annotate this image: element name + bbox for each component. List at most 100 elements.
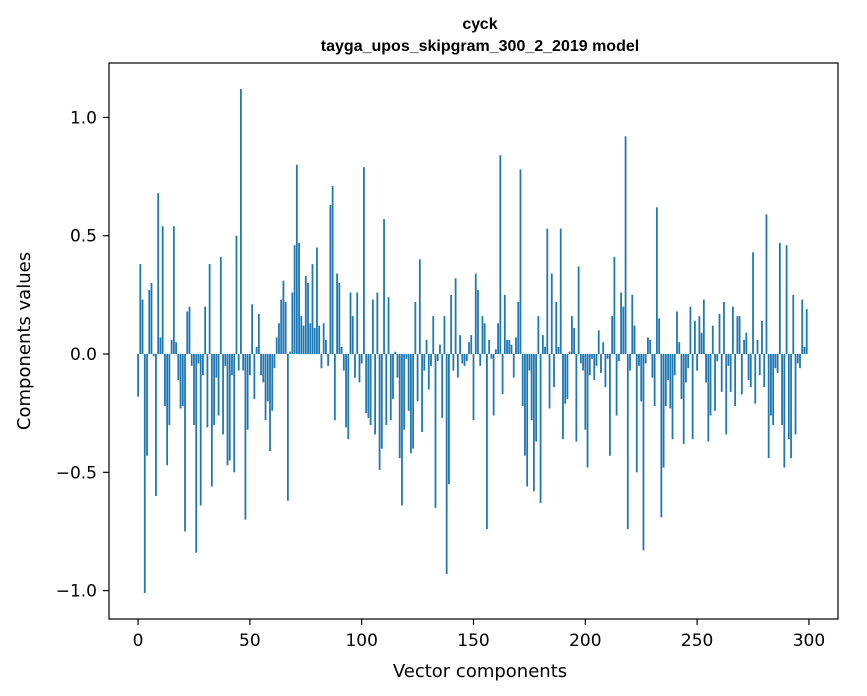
bar-component-144 xyxy=(459,335,461,355)
bar-component-129 xyxy=(425,339,428,355)
bar-component-19 xyxy=(179,354,182,409)
bar-component-93 xyxy=(345,354,347,428)
bar-component-282 xyxy=(767,354,770,459)
bar-component-133 xyxy=(434,354,437,508)
bar-component-127 xyxy=(421,354,423,433)
bar-component-111 xyxy=(385,354,388,425)
bar-component-89 xyxy=(336,273,338,355)
bar-component-83 xyxy=(322,323,325,355)
chart-title-line2: tayga_upos_skipgram_300_2_2019 model xyxy=(321,38,639,55)
bar-component-277 xyxy=(756,339,759,355)
y-tick-label: −0.5 xyxy=(56,463,97,483)
bar-component-287 xyxy=(778,242,781,355)
bar-component-156 xyxy=(486,354,488,530)
bar-component-56 xyxy=(262,354,265,383)
bar-component-221 xyxy=(631,294,634,355)
bar-component-130 xyxy=(427,354,430,390)
bar-component-276 xyxy=(754,354,757,404)
bar-component-260 xyxy=(718,313,721,355)
bar-component-84 xyxy=(325,339,327,355)
bar-component-58 xyxy=(266,354,269,402)
bar-component-1 xyxy=(139,264,142,355)
bar-component-272 xyxy=(745,332,748,355)
x-tick-label: 300 xyxy=(793,631,825,651)
bar-component-33 xyxy=(210,354,213,487)
bar-component-262 xyxy=(723,301,725,355)
bar-component-26 xyxy=(195,354,198,553)
bar-component-163 xyxy=(501,354,504,395)
bar-component-278 xyxy=(758,354,761,376)
bar-component-112 xyxy=(387,297,390,355)
bar-component-3 xyxy=(143,354,146,593)
bar-component-28 xyxy=(199,354,202,506)
bar-component-49 xyxy=(246,354,249,430)
y-axis-label: Components values xyxy=(14,252,35,430)
bar-component-241 xyxy=(676,311,678,355)
bar-component-218 xyxy=(624,136,627,355)
bar-component-12 xyxy=(164,354,166,407)
bar-component-72 xyxy=(298,242,300,355)
bar-component-139 xyxy=(448,354,450,485)
bar-component-140 xyxy=(450,294,453,355)
bar-component-155 xyxy=(483,323,486,355)
bar-component-238 xyxy=(669,354,672,409)
bar-component-54 xyxy=(257,313,260,355)
bar-component-284 xyxy=(772,354,775,425)
bar-component-42 xyxy=(231,354,233,376)
bar-component-279 xyxy=(761,320,763,355)
bar-component-176 xyxy=(530,354,533,421)
bar-component-258 xyxy=(714,354,716,411)
bar-component-115 xyxy=(394,351,397,355)
bar-component-53 xyxy=(255,346,258,355)
bar-component-131 xyxy=(430,354,432,366)
bar-component-172 xyxy=(521,354,524,407)
bar-component-143 xyxy=(456,354,459,378)
bar-component-71 xyxy=(295,164,298,355)
bar-component-227 xyxy=(644,354,647,364)
bar-component-104 xyxy=(369,354,372,425)
bar-component-270 xyxy=(740,354,743,395)
bar-component-196 xyxy=(575,354,578,442)
bar-component-80 xyxy=(316,247,318,355)
y-tick-label: 0.5 xyxy=(70,227,97,247)
bar-component-109 xyxy=(380,354,383,449)
bar-component-18 xyxy=(177,354,180,381)
x-tick-label: 50 xyxy=(239,631,261,651)
bar-component-246 xyxy=(687,354,690,369)
bar-component-169 xyxy=(515,337,517,355)
bar-component-50 xyxy=(248,354,251,376)
bar-component-187 xyxy=(555,301,558,355)
bar-component-249 xyxy=(693,320,696,355)
bar-component-153 xyxy=(479,354,482,366)
bar-component-242 xyxy=(678,342,681,355)
bar-component-69 xyxy=(291,292,294,355)
bar-component-142 xyxy=(454,278,457,355)
x-tick-label: 0 xyxy=(133,631,144,651)
bar-component-299 xyxy=(805,309,808,355)
bar-component-147 xyxy=(465,354,468,362)
bar-component-74 xyxy=(302,325,305,355)
bar-component-248 xyxy=(691,354,694,440)
bar-component-171 xyxy=(519,169,522,355)
bar-component-243 xyxy=(680,354,683,399)
bar-component-174 xyxy=(526,354,529,487)
bar-component-31 xyxy=(206,354,209,428)
bar-component-203 xyxy=(591,354,593,359)
bar-component-293 xyxy=(792,294,795,355)
bar-component-11 xyxy=(161,226,164,355)
bar-component-2 xyxy=(141,299,144,355)
bar-component-264 xyxy=(727,354,730,366)
bar-component-168 xyxy=(512,354,515,378)
bar-component-86 xyxy=(329,204,332,355)
bar-component-295 xyxy=(796,354,799,364)
bar-component-271 xyxy=(743,339,745,355)
bar-series xyxy=(137,89,808,593)
bar-component-205 xyxy=(595,354,598,366)
bar-component-158 xyxy=(490,354,493,359)
bar-component-263 xyxy=(725,354,728,435)
bar-component-23 xyxy=(188,306,191,355)
bar-component-105 xyxy=(371,299,374,355)
bar-component-65 xyxy=(282,280,285,355)
bar-component-240 xyxy=(673,354,676,376)
bar-component-70 xyxy=(293,245,296,355)
